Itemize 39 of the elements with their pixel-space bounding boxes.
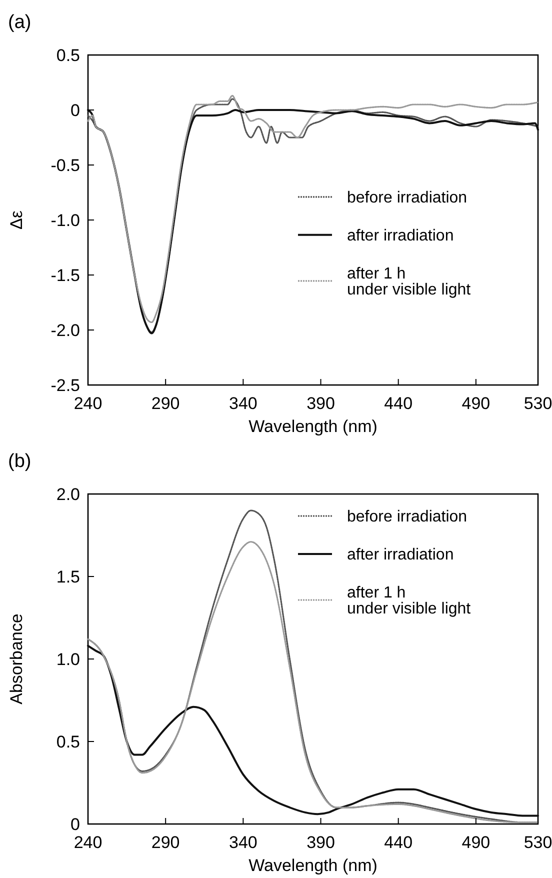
legend-label: before irradiation (347, 190, 468, 206)
x-tick-label: 490 (462, 833, 490, 852)
y-tick-label: -0.5 (50, 156, 80, 175)
y-axis-title: Absorbance (7, 614, 26, 704)
x-tick-label: 340 (228, 833, 258, 852)
y-axis-title: Δε (7, 210, 26, 230)
legend-label: after irradiation (347, 228, 454, 244)
x-tick-label: 490 (462, 394, 490, 413)
y-tick-label: 2.0 (56, 484, 80, 504)
legend-label: after irradiation (347, 546, 454, 564)
x-tick-label: 340 (228, 394, 258, 413)
x-tick-label: 290 (151, 833, 180, 852)
y-tick-label: -1.5 (50, 266, 80, 285)
x-tick-label: 440 (384, 394, 413, 413)
legend-label: after 1 h under visible light (347, 266, 472, 298)
y-tick-label: -2.0 (50, 320, 80, 340)
chart-title: (b) (8, 451, 32, 472)
x-axis-title: Wavelength (nm) (248, 417, 378, 436)
y-tick-label: 0.5 (56, 46, 80, 65)
x-tick-label: 530 (524, 394, 552, 413)
line-series (87, 644, 539, 817)
chart-title: (a) (8, 12, 32, 33)
y-tick-label: -2.5 (50, 376, 80, 395)
x-axis-title: Wavelength (nm) (248, 856, 378, 875)
x-tick-label: 530 (524, 833, 552, 852)
y-tick-label: 1.0 (56, 650, 80, 669)
y-tick-label: 0 (70, 814, 80, 834)
x-tick-label: 390 (306, 394, 335, 413)
x-tick-label: 290 (151, 394, 180, 413)
y-tick-label: 0 (70, 100, 80, 120)
legend-label: before irradiation (347, 508, 468, 526)
x-tick-label: 240 (74, 833, 102, 852)
y-tick-label: -1.0 (50, 210, 80, 230)
x-tick-label: 240 (74, 394, 102, 413)
y-tick-label: 1.5 (56, 567, 80, 586)
x-tick-label: 390 (306, 833, 335, 852)
legend-label: after 1 h under visible light (347, 584, 472, 618)
x-tick-label: 440 (384, 833, 413, 852)
y-tick-label: 0.5 (56, 732, 80, 752)
